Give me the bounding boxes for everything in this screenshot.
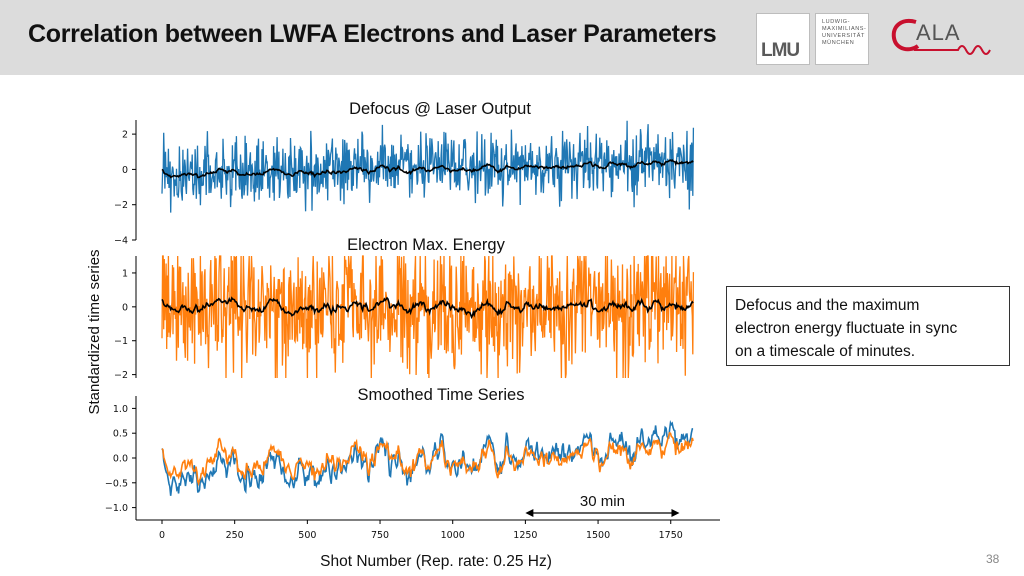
y-tick-label: −4	[114, 236, 128, 247]
y-tick-label: 0	[122, 302, 128, 313]
y-ticks-smoothed: 1.0 0.5 0.0 −0.5 −1.0	[105, 404, 136, 514]
y-tick-label: 0.0	[113, 454, 128, 465]
y-tick-label: 0.5	[113, 429, 128, 440]
y-tick-label: −2	[114, 200, 128, 211]
x-tick-label: 1500	[586, 530, 610, 541]
y-ticks-energy: 1 0 −1 −2	[114, 268, 136, 381]
y-axis-label: Standardized time series	[86, 249, 103, 414]
callout-line: on a timescale of minutes.	[735, 340, 1001, 363]
y-ticks-defocus: 2 0 −2 −4	[114, 130, 136, 247]
page-number: 38	[986, 552, 999, 566]
callout-box: Defocus and the maximum electron energy …	[726, 286, 1010, 366]
x-tick-label: 500	[298, 530, 316, 541]
y-tick-label: −0.5	[105, 478, 128, 489]
series-energy-raw	[162, 256, 693, 378]
x-ticks: 0 250 500 750 1000 1250 1500 1750	[159, 520, 683, 541]
y-tick-label: 2	[122, 130, 128, 141]
panel-energy: Electron Max. Energy 1 0 −1 −2	[114, 236, 693, 381]
x-tick-label: 0	[159, 530, 165, 541]
x-tick-label: 250	[226, 530, 244, 541]
y-tick-label: −2	[114, 370, 128, 381]
x-tick-label: 1000	[441, 530, 465, 541]
panel-title-smoothed: Smoothed Time Series	[358, 386, 525, 404]
y-tick-label: 1.0	[113, 404, 128, 415]
x-axis-label: Shot Number (Rep. rate: 0.25 Hz)	[320, 553, 552, 570]
panel-title-energy: Electron Max. Energy	[347, 236, 505, 254]
x-tick-label: 1250	[513, 530, 537, 541]
duration-arrowhead-right	[671, 509, 679, 517]
y-tick-label: 0	[122, 165, 128, 176]
duration-annotation: 30 min	[525, 493, 679, 517]
panel-smoothed: Smoothed Time Series 1.0 0.5 0.0 −0.5 −1.0 0…	[105, 386, 720, 541]
callout-line: Defocus and the maximum	[735, 294, 1001, 317]
y-tick-label: 1	[122, 268, 128, 279]
panel-title-defocus: Defocus @ Laser Output	[349, 100, 531, 118]
x-tick-label: 1750	[659, 530, 683, 541]
series-defocus-smoothed-overlay	[162, 423, 693, 496]
series-defocus-raw	[162, 121, 693, 213]
y-tick-label: −1.0	[105, 503, 128, 514]
panel-defocus: Defocus @ Laser Output 2 0 −2 −4	[114, 100, 693, 247]
x-tick-label: 750	[371, 530, 389, 541]
callout-line: electron energy fluctuate in sync	[735, 317, 1001, 340]
y-tick-label: −1	[114, 336, 128, 347]
duration-label: 30 min	[580, 493, 625, 510]
duration-arrowhead-left	[525, 509, 533, 517]
